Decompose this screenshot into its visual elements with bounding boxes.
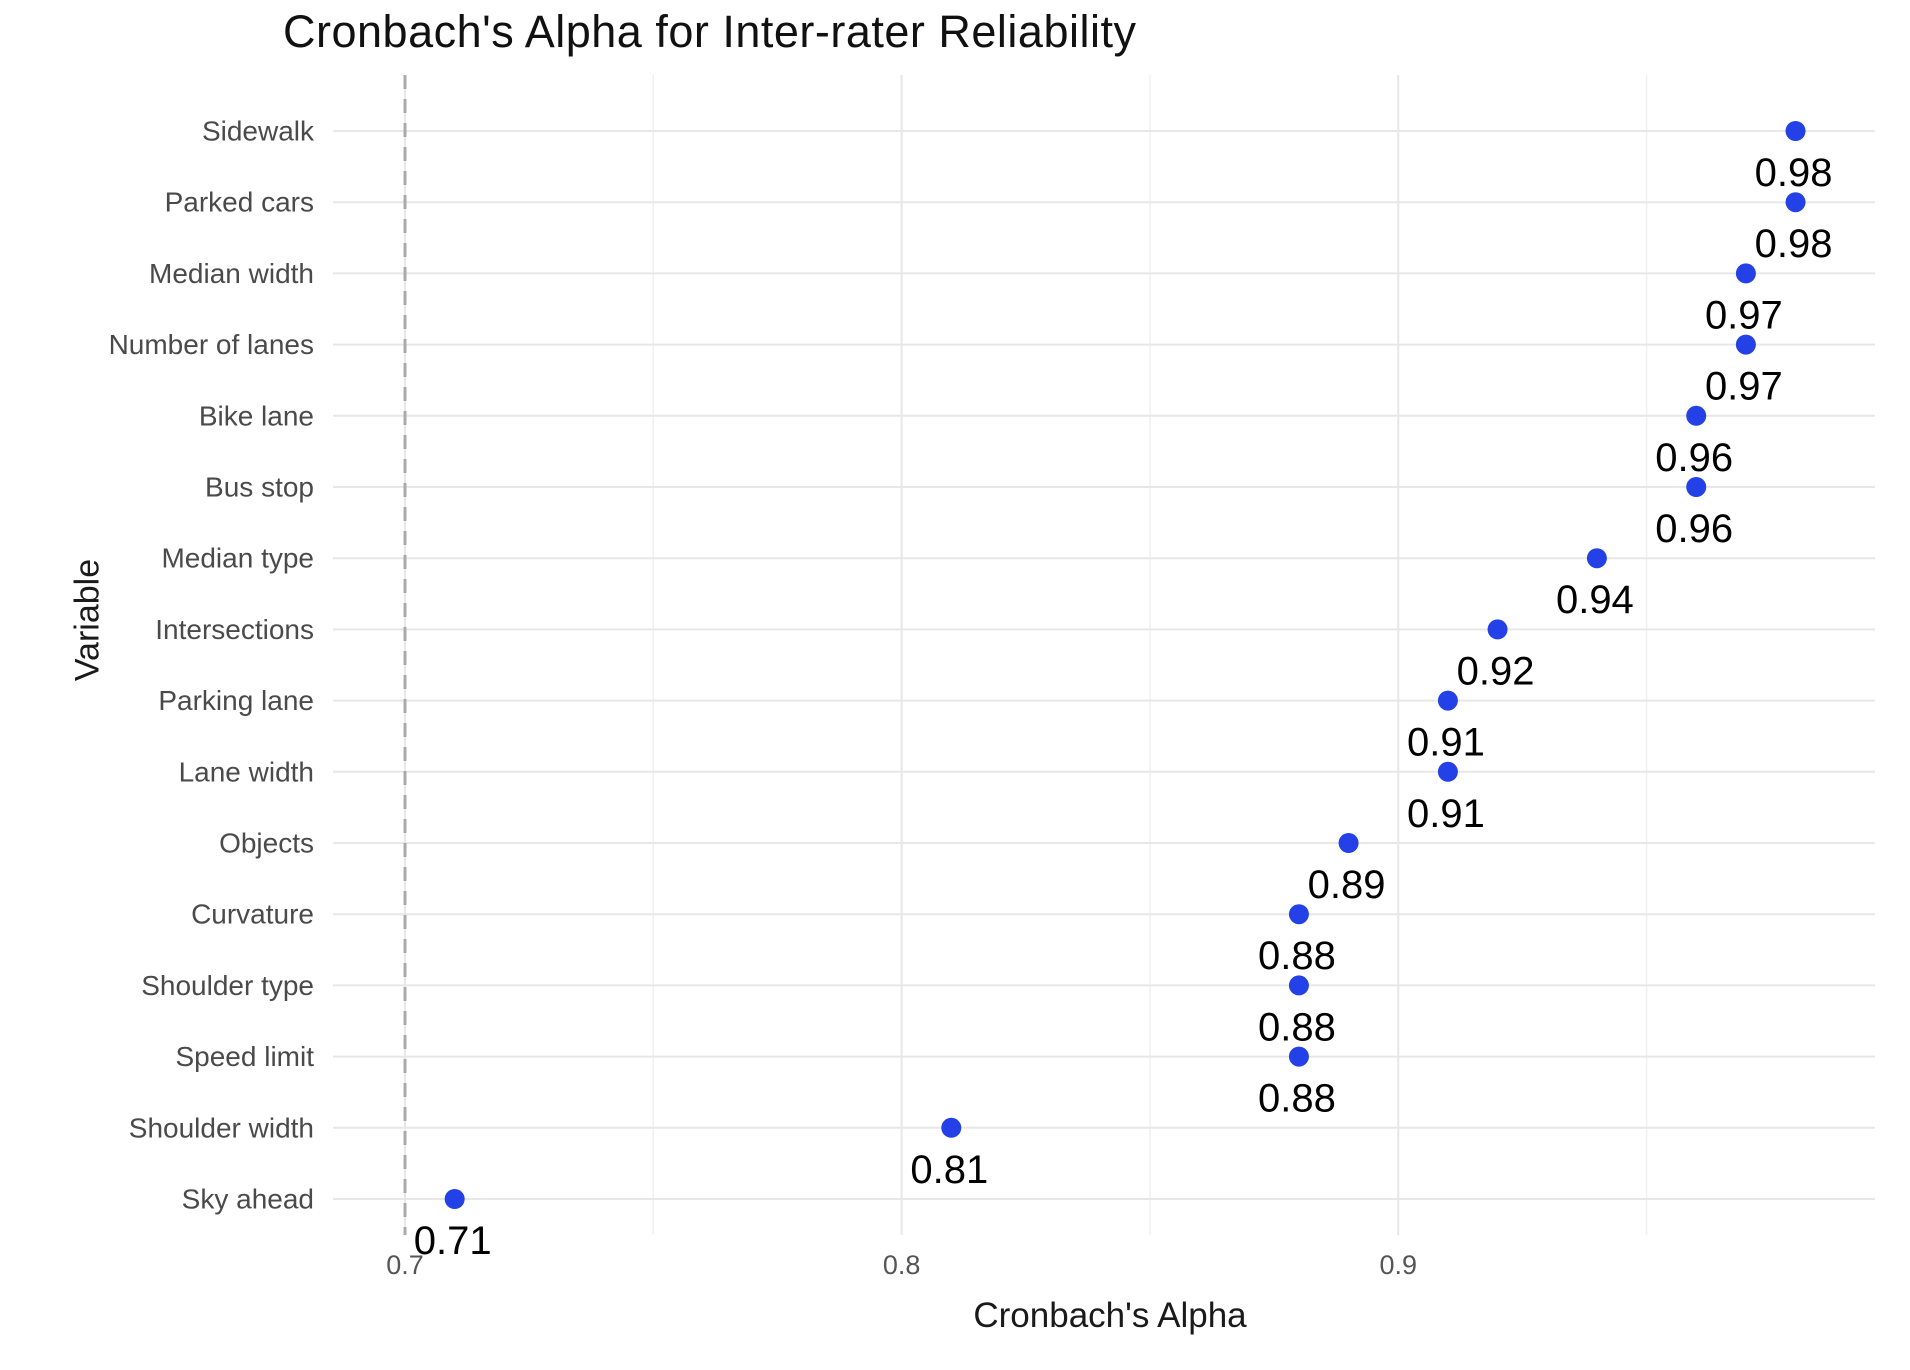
- data-point: [1686, 405, 1707, 426]
- category-label: Lane width: [179, 756, 314, 787]
- value-label: 0.81: [910, 1148, 988, 1192]
- category-label: Median width: [149, 258, 314, 289]
- value-label: 0.96: [1655, 507, 1733, 551]
- category-label: Objects: [219, 828, 314, 859]
- data-point: [1735, 263, 1756, 284]
- x-tick-label: 0.9: [1379, 1250, 1417, 1280]
- data-point: [444, 1189, 465, 1209]
- category-label: Shoulder type: [141, 970, 314, 1001]
- value-label: 0.91: [1407, 721, 1485, 765]
- category-label: Sidewalk: [202, 116, 315, 147]
- category-label: Number of lanes: [109, 329, 314, 360]
- data-point: [941, 1117, 962, 1138]
- category-label: Median type: [161, 543, 314, 574]
- data-point: [1288, 1046, 1309, 1067]
- data-point: [1586, 548, 1607, 569]
- value-label: 0.94: [1556, 578, 1634, 622]
- x-tick-label: 0.8: [883, 1250, 921, 1280]
- value-label: 0.88: [1258, 1005, 1336, 1049]
- data-point: [1288, 975, 1309, 996]
- data-point: [1437, 690, 1458, 711]
- chart-title: Cronbach's Alpha for Inter-rater Reliabi…: [283, 6, 1137, 57]
- data-point: [1686, 477, 1707, 497]
- value-label: 0.91: [1407, 792, 1485, 836]
- category-label: Curvature: [191, 899, 314, 930]
- category-label: Speed limit: [175, 1041, 314, 1072]
- value-label: 0.98: [1755, 222, 1833, 266]
- value-label: 0.92: [1457, 649, 1535, 693]
- category-label: Bus stop: [205, 472, 314, 503]
- data-point: [1288, 904, 1309, 925]
- value-label: 0.71: [414, 1219, 492, 1263]
- data-point: [1785, 192, 1806, 213]
- category-label: Shoulder width: [129, 1112, 314, 1143]
- value-label: 0.98: [1755, 151, 1833, 195]
- category-label: Parked cars: [165, 187, 314, 218]
- value-label: 0.96: [1655, 436, 1733, 480]
- data-point: [1735, 334, 1756, 355]
- data-point: [1437, 761, 1458, 782]
- value-label: 0.97: [1705, 293, 1783, 337]
- data-point: [1785, 121, 1806, 141]
- data-point: [1338, 833, 1359, 853]
- value-label: 0.88: [1258, 934, 1336, 978]
- value-label: 0.88: [1258, 1077, 1336, 1121]
- x-tick-label: 0.7: [386, 1250, 424, 1280]
- data-point: [1487, 619, 1508, 640]
- category-label: Bike lane: [199, 400, 314, 431]
- value-label: 0.97: [1705, 365, 1783, 409]
- category-label: Intersections: [155, 614, 314, 645]
- category-label: Sky ahead: [182, 1184, 314, 1215]
- category-label: Parking lane: [158, 685, 314, 716]
- value-label: 0.89: [1308, 863, 1386, 907]
- x-axis-title: Cronbach's Alpha: [973, 1296, 1247, 1335]
